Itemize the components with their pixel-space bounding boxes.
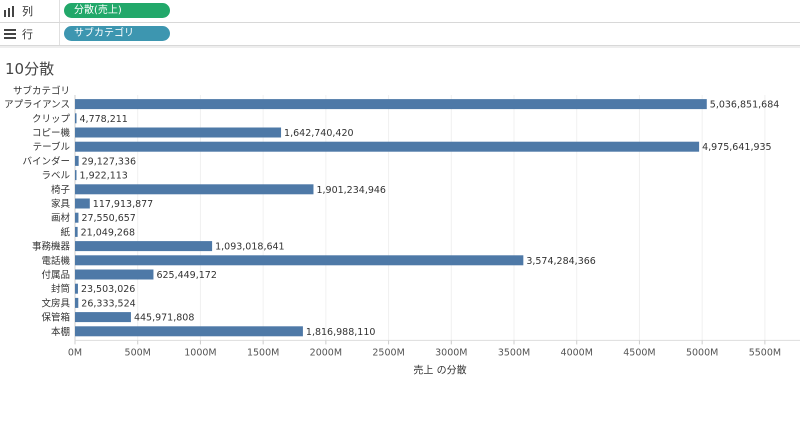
category-label: テーブル <box>33 141 71 153</box>
rows-shelf-divider <box>59 23 60 45</box>
bar <box>75 283 78 294</box>
data-label: 21,049,268 <box>81 227 135 238</box>
bar <box>75 155 79 166</box>
data-label: 1,901,234,946 <box>316 185 386 196</box>
rows-pill[interactable]: サブカテゴリ <box>64 26 170 41</box>
data-label: 4,975,641,935 <box>702 142 772 153</box>
data-label: 1,816,988,110 <box>306 327 376 338</box>
category-label: 椅子 <box>51 184 71 196</box>
category-label: ラベル <box>41 171 70 182</box>
bar <box>75 255 524 266</box>
columns-pill[interactable]: 分散(売上) <box>64 3 170 18</box>
category-label: コピー機 <box>32 127 71 139</box>
category-label: 付属品 <box>41 270 70 281</box>
data-label: 5,036,851,684 <box>710 100 780 111</box>
data-label: 4,778,211 <box>80 114 128 125</box>
chart-title: 10分散 <box>5 60 55 78</box>
data-label: 1,922,113 <box>80 171 128 182</box>
data-label: 23,503,026 <box>81 284 135 295</box>
columns-shelf-divider <box>59 0 60 22</box>
rows-icon <box>4 29 16 39</box>
x-tick-label: 4500M <box>623 347 655 358</box>
data-label: 1,642,740,420 <box>284 128 354 139</box>
bar <box>75 241 213 252</box>
x-tick-label: 1000M <box>184 347 216 358</box>
x-tick-label: 1500M <box>247 347 279 358</box>
data-label: 1,093,018,641 <box>215 242 285 253</box>
data-label: 27,550,657 <box>81 213 135 224</box>
data-label: 445,971,808 <box>134 313 194 324</box>
bar <box>75 326 303 337</box>
category-label: アプライアンス <box>4 100 70 111</box>
category-label: 画材 <box>51 212 71 224</box>
category-label: 紙 <box>60 226 70 238</box>
x-tick-label: 500M <box>125 347 151 358</box>
x-tick-label: 2000M <box>310 347 342 358</box>
x-tick-label: 2500M <box>372 347 404 358</box>
category-label: 保管箱 <box>41 312 70 324</box>
x-tick-label: 5500M <box>749 347 781 358</box>
bar <box>75 297 79 308</box>
category-label: 家具 <box>51 198 71 210</box>
x-tick-label: 3500M <box>498 347 530 358</box>
data-label: 29,127,336 <box>82 156 136 167</box>
rows-shelf: 行 サブカテゴリ <box>0 23 800 46</box>
bar <box>75 113 77 124</box>
x-tick-label: 4000M <box>561 347 593 358</box>
bar <box>75 127 282 138</box>
data-label: 625,449,172 <box>156 270 216 281</box>
bar <box>75 212 79 223</box>
category-label: 封筒 <box>51 283 70 295</box>
bar <box>75 198 90 209</box>
bar <box>75 226 78 237</box>
bar <box>75 170 77 181</box>
shelf-separator <box>0 46 800 48</box>
category-label: 電話機 <box>41 255 70 267</box>
x-axis-title: 売上 の分散 <box>413 363 466 376</box>
bar <box>75 184 314 195</box>
columns-icon <box>4 5 16 17</box>
data-label: 117,913,877 <box>93 199 153 210</box>
columns-shelf-label-wrap: 列 <box>4 3 33 19</box>
columns-shelf: 列 分散(売上) <box>0 0 800 23</box>
rows-shelf-label: 行 <box>22 28 33 41</box>
bar <box>75 141 700 152</box>
row-header: サブカテゴリ <box>13 85 70 97</box>
category-label: バインダー <box>22 155 70 167</box>
x-tick-label: 3000M <box>435 347 467 358</box>
columns-shelf-label: 列 <box>22 5 33 18</box>
bar <box>75 312 131 323</box>
x-tick-label: 5000M <box>686 347 718 358</box>
category-label: 事務機器 <box>32 241 71 253</box>
category-label: 本棚 <box>51 326 70 338</box>
data-label: 26,333,524 <box>81 298 135 309</box>
data-label: 3,574,284,366 <box>526 256 596 267</box>
category-label: クリップ <box>32 114 71 125</box>
x-tick-label: 0M <box>68 347 82 358</box>
bar <box>75 99 707 110</box>
category-label: 文房具 <box>41 297 70 309</box>
bar <box>75 269 154 280</box>
rows-shelf-label-wrap: 行 <box>4 26 33 42</box>
